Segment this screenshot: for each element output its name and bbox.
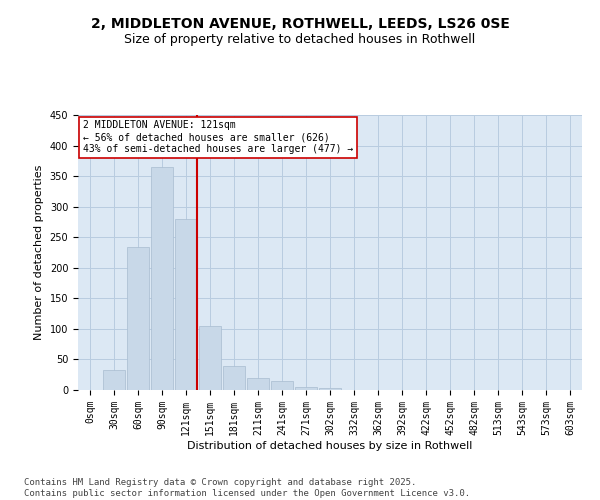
Bar [271, 381, 293, 390]
Text: 2, MIDDLETON AVENUE, ROTHWELL, LEEDS, LS26 0SE: 2, MIDDLETON AVENUE, ROTHWELL, LEEDS, LS… [91, 18, 509, 32]
Bar [127, 247, 149, 390]
Text: Size of property relative to detached houses in Rothwell: Size of property relative to detached ho… [124, 32, 476, 46]
Bar [175, 219, 197, 390]
Bar [103, 370, 125, 390]
Bar [247, 378, 269, 390]
X-axis label: Distribution of detached houses by size in Rothwell: Distribution of detached houses by size … [187, 440, 473, 450]
Bar [199, 326, 221, 390]
Bar [319, 388, 341, 390]
Y-axis label: Number of detached properties: Number of detached properties [34, 165, 44, 340]
Bar [151, 167, 173, 390]
Bar [223, 366, 245, 390]
Bar [295, 387, 317, 390]
Text: 2 MIDDLETON AVENUE: 121sqm
← 56% of detached houses are smaller (626)
43% of sem: 2 MIDDLETON AVENUE: 121sqm ← 56% of deta… [83, 120, 353, 154]
Text: Contains HM Land Registry data © Crown copyright and database right 2025.
Contai: Contains HM Land Registry data © Crown c… [24, 478, 470, 498]
